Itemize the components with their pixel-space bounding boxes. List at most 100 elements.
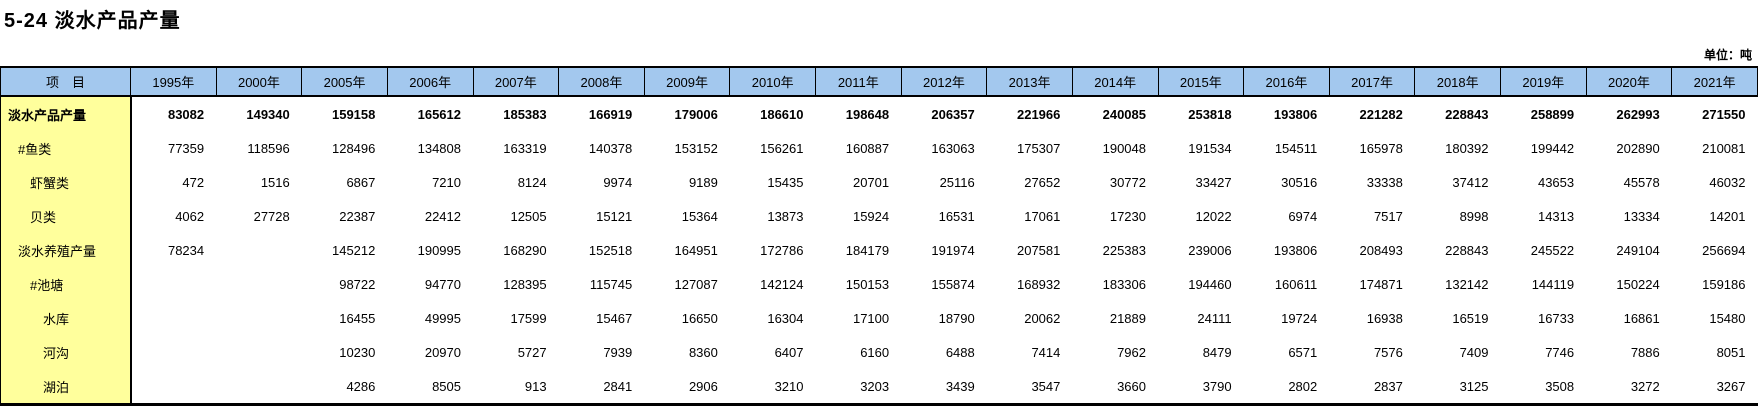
data-cell: 7414 bbox=[1031, 344, 1061, 360]
data-cell: 22387 bbox=[339, 208, 376, 224]
data-cell: 6160 bbox=[860, 344, 890, 360]
data-cell: 17599 bbox=[510, 310, 547, 326]
column-header-year-10: 2012年 bbox=[900, 66, 988, 97]
data-cell: 1516 bbox=[260, 174, 290, 190]
data-cell: 13873 bbox=[767, 208, 804, 224]
data-cell: 118596 bbox=[247, 140, 290, 156]
table-row: 贝类 4062 27728 22387 22412 12505 15121 15364 1387… bbox=[0, 199, 1758, 233]
data-cell bbox=[216, 335, 302, 369]
data-cell: 15435 bbox=[767, 174, 804, 190]
data-cell: 3660 bbox=[1117, 378, 1146, 394]
data-cell: 145212 bbox=[331, 242, 376, 258]
data-cell: 8998 bbox=[1459, 208, 1489, 224]
column-header-year-14: 2016年 bbox=[1243, 66, 1330, 97]
data-cell: 43653 bbox=[1537, 174, 1575, 190]
row-label: 水库 bbox=[0, 301, 132, 335]
data-cell: 20970 bbox=[424, 344, 461, 360]
table-row: #鱼类 77359 118596 128496 134808 163319 140378 15… bbox=[0, 131, 1758, 165]
data-cell: 21889 bbox=[1109, 310, 1146, 326]
data-cell: 206357 bbox=[931, 106, 975, 122]
data-cell: 127087 bbox=[674, 276, 718, 292]
data-cell: 191974 bbox=[931, 242, 975, 258]
data-cell: 164951 bbox=[674, 242, 718, 258]
data-cell: 239006 bbox=[1188, 242, 1232, 258]
data-cell: 155874 bbox=[931, 276, 975, 292]
data-cell: 221966 bbox=[1016, 106, 1061, 122]
data-cell: 33338 bbox=[1366, 174, 1403, 190]
table-row: 淡水产品产量 83082 149340 159158 165612 185383 16691… bbox=[0, 96, 1758, 131]
data-cell: 12022 bbox=[1195, 208, 1232, 224]
data-cell: 207581 bbox=[1016, 242, 1061, 258]
column-header-year-12: 2014年 bbox=[1071, 66, 1159, 97]
data-cell: 17100 bbox=[852, 310, 890, 326]
data-cell bbox=[131, 267, 217, 301]
data-cell: 7517 bbox=[1373, 208, 1403, 224]
data-cell: 7939 bbox=[603, 344, 633, 360]
column-header-year-19: 2021年 bbox=[1671, 66, 1758, 97]
row-label: #池塘 bbox=[0, 267, 132, 301]
data-cell: 175307 bbox=[1016, 140, 1061, 156]
table-body: 淡水产品产量 83082 149340 159158 165612 185383 16691… bbox=[0, 96, 1758, 405]
data-cell: 149340 bbox=[246, 106, 290, 122]
data-cell: 179006 bbox=[674, 106, 718, 122]
data-cell: 168932 bbox=[1016, 276, 1061, 292]
data-cell: 45578 bbox=[1623, 174, 1660, 190]
column-header-year-8: 2010年 bbox=[729, 66, 816, 97]
data-cell: 186610 bbox=[760, 106, 804, 122]
data-cell: 9189 bbox=[688, 174, 718, 190]
data-cell: 253818 bbox=[1188, 106, 1232, 122]
data-cell: 183306 bbox=[1102, 276, 1146, 292]
data-cell: 249104 bbox=[1616, 242, 1660, 258]
data-cell: 16650 bbox=[681, 310, 718, 326]
table-row: 淡水养殖产量 78234 145212 190995 168290 152518 16495… bbox=[0, 233, 1758, 267]
data-cell: 7576 bbox=[1373, 344, 1403, 360]
data-cell: 6571 bbox=[1288, 344, 1318, 360]
data-cell bbox=[216, 267, 302, 301]
table-row: 河沟 10230 20970 5727 7939 8360 6407 6160 6488 7414… bbox=[0, 335, 1758, 369]
column-header-year-6: 2008年 bbox=[558, 66, 645, 97]
data-cell bbox=[131, 335, 217, 369]
data-cell: 3508 bbox=[1545, 378, 1575, 394]
data-cell: 46032 bbox=[1709, 174, 1746, 190]
row-label: 淡水养殖产量 bbox=[0, 233, 132, 267]
data-cell: 150224 bbox=[1616, 276, 1660, 292]
data-cell: 210081 bbox=[1702, 140, 1746, 156]
data-cell: 18790 bbox=[938, 310, 975, 326]
data-cell: 225383 bbox=[1102, 242, 1146, 258]
data-cell: 30772 bbox=[1109, 174, 1146, 190]
data-cell: 5727 bbox=[517, 344, 547, 360]
data-cell: 17230 bbox=[1109, 208, 1146, 224]
data-cell: 168290 bbox=[503, 242, 547, 258]
column-header-year-18: 2020年 bbox=[1585, 66, 1673, 97]
data-cell: 49995 bbox=[424, 310, 461, 326]
data-cell: 202890 bbox=[1616, 140, 1660, 156]
data-cell: 4286 bbox=[346, 378, 376, 394]
data-cell: 15480 bbox=[1709, 310, 1746, 326]
data-cell: 228843 bbox=[1445, 242, 1489, 258]
data-cell: 163319 bbox=[503, 140, 547, 156]
data-cell: 78234 bbox=[167, 242, 205, 258]
data-cell: 152518 bbox=[588, 242, 633, 258]
data-cell: 20062 bbox=[1024, 310, 1061, 326]
data-cell: 30516 bbox=[1281, 174, 1318, 190]
data-cell: 94770 bbox=[424, 276, 461, 292]
column-header-year-11: 2013年 bbox=[986, 66, 1073, 97]
data-cell: 20701 bbox=[852, 174, 890, 190]
data-cell: 15467 bbox=[596, 310, 633, 326]
data-cell: 3125 bbox=[1459, 378, 1489, 394]
column-header-year-9: 2011年 bbox=[815, 66, 902, 97]
column-header-item: 项 目 bbox=[0, 66, 131, 97]
data-cell: 25116 bbox=[939, 174, 975, 190]
data-cell: 33427 bbox=[1195, 174, 1232, 190]
freshwater-products-table: 项 目 1995年 2000年 2005年 2006年 2007年 2008年 2009年 20… bbox=[0, 66, 1758, 406]
page-title: 5-24 淡水产品产量 bbox=[4, 10, 181, 32]
data-cell: 193806 bbox=[1273, 106, 1318, 122]
table-row: 水库 16455 49995 17599 15467 16650 16304 17100 187… bbox=[0, 301, 1758, 335]
data-cell: 2906 bbox=[688, 378, 718, 394]
data-cell: 134808 bbox=[417, 140, 461, 156]
data-cell: 160887 bbox=[845, 140, 890, 156]
data-cell bbox=[216, 301, 302, 335]
data-cell: 10230 bbox=[339, 344, 376, 360]
data-cell: 4062 bbox=[175, 208, 205, 224]
data-cell bbox=[216, 233, 302, 267]
